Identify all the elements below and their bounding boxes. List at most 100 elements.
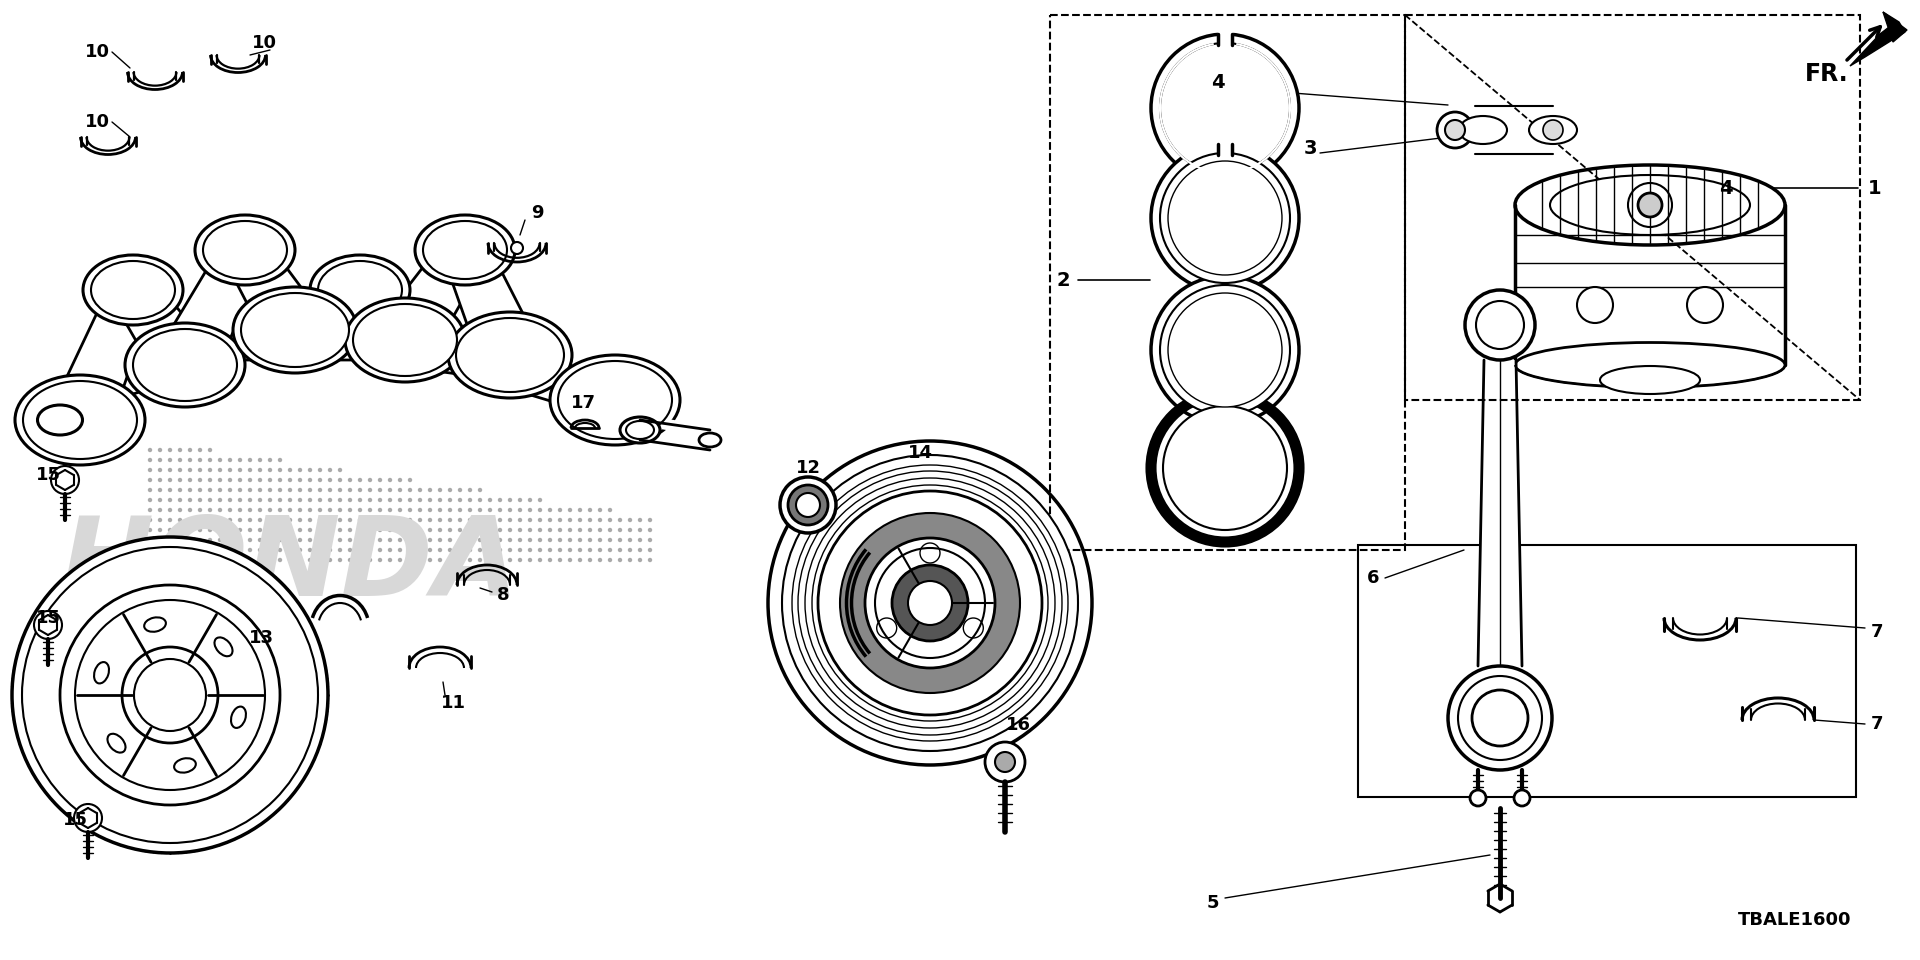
Text: 11: 11 bbox=[440, 694, 465, 712]
Circle shape bbox=[267, 508, 273, 513]
Circle shape bbox=[618, 538, 622, 542]
Circle shape bbox=[647, 558, 653, 563]
Circle shape bbox=[457, 538, 463, 542]
Circle shape bbox=[438, 548, 442, 552]
Circle shape bbox=[407, 498, 413, 502]
Circle shape bbox=[167, 538, 173, 542]
Text: 13: 13 bbox=[248, 629, 273, 647]
Circle shape bbox=[438, 538, 442, 542]
Circle shape bbox=[319, 558, 323, 563]
Circle shape bbox=[167, 488, 173, 492]
Circle shape bbox=[357, 528, 363, 532]
Text: 9: 9 bbox=[530, 204, 543, 222]
Circle shape bbox=[1167, 161, 1283, 275]
Circle shape bbox=[357, 498, 363, 502]
Circle shape bbox=[257, 508, 263, 513]
Circle shape bbox=[528, 538, 532, 542]
Circle shape bbox=[637, 538, 641, 542]
Circle shape bbox=[507, 508, 513, 513]
Circle shape bbox=[217, 478, 223, 482]
Circle shape bbox=[588, 538, 591, 542]
Polygon shape bbox=[157, 239, 265, 379]
Circle shape bbox=[207, 508, 213, 513]
Circle shape bbox=[348, 478, 351, 482]
Circle shape bbox=[248, 517, 252, 522]
Text: 10: 10 bbox=[84, 113, 109, 131]
Circle shape bbox=[637, 528, 641, 532]
Circle shape bbox=[257, 558, 263, 563]
Circle shape bbox=[518, 498, 522, 502]
Circle shape bbox=[457, 517, 463, 522]
Circle shape bbox=[198, 528, 202, 532]
Circle shape bbox=[457, 488, 463, 492]
Circle shape bbox=[618, 528, 622, 532]
Circle shape bbox=[267, 548, 273, 552]
Circle shape bbox=[547, 538, 553, 542]
Ellipse shape bbox=[15, 375, 146, 465]
Circle shape bbox=[278, 558, 282, 563]
Circle shape bbox=[52, 466, 79, 494]
Circle shape bbox=[637, 517, 641, 522]
Circle shape bbox=[198, 488, 202, 492]
Circle shape bbox=[428, 488, 432, 492]
Circle shape bbox=[188, 517, 192, 522]
Circle shape bbox=[518, 517, 522, 522]
Circle shape bbox=[1457, 676, 1542, 760]
Ellipse shape bbox=[230, 707, 246, 728]
Circle shape bbox=[148, 468, 152, 472]
Ellipse shape bbox=[1459, 116, 1507, 144]
Circle shape bbox=[538, 538, 541, 542]
Circle shape bbox=[1688, 287, 1722, 323]
Circle shape bbox=[597, 538, 603, 542]
Bar bbox=[1405, 15, 1860, 400]
Circle shape bbox=[478, 488, 482, 492]
Circle shape bbox=[378, 517, 382, 522]
Circle shape bbox=[388, 548, 392, 552]
Circle shape bbox=[248, 458, 252, 462]
Circle shape bbox=[447, 538, 453, 542]
Circle shape bbox=[207, 558, 213, 563]
Circle shape bbox=[1448, 666, 1551, 770]
Circle shape bbox=[378, 478, 382, 482]
Circle shape bbox=[1436, 112, 1473, 148]
Circle shape bbox=[307, 508, 313, 513]
Circle shape bbox=[167, 468, 173, 472]
Circle shape bbox=[257, 488, 263, 492]
Ellipse shape bbox=[94, 662, 109, 684]
Circle shape bbox=[288, 488, 292, 492]
Circle shape bbox=[148, 458, 152, 462]
Circle shape bbox=[647, 528, 653, 532]
Circle shape bbox=[609, 508, 612, 513]
Circle shape bbox=[338, 478, 342, 482]
Circle shape bbox=[198, 498, 202, 502]
Circle shape bbox=[198, 548, 202, 552]
Circle shape bbox=[157, 488, 161, 492]
Circle shape bbox=[298, 488, 301, 492]
Circle shape bbox=[357, 548, 363, 552]
Circle shape bbox=[478, 528, 482, 532]
Circle shape bbox=[438, 517, 442, 522]
Circle shape bbox=[75, 600, 265, 790]
Circle shape bbox=[397, 538, 401, 542]
Circle shape bbox=[768, 441, 1092, 765]
Circle shape bbox=[238, 558, 242, 563]
Circle shape bbox=[328, 508, 332, 513]
Circle shape bbox=[1544, 120, 1563, 140]
Circle shape bbox=[866, 538, 995, 668]
Circle shape bbox=[238, 478, 242, 482]
Circle shape bbox=[278, 508, 282, 513]
Circle shape bbox=[238, 508, 242, 513]
Circle shape bbox=[419, 498, 422, 502]
Circle shape bbox=[348, 488, 351, 492]
Ellipse shape bbox=[232, 287, 357, 373]
Circle shape bbox=[348, 517, 351, 522]
Circle shape bbox=[597, 548, 603, 552]
Circle shape bbox=[307, 528, 313, 532]
Circle shape bbox=[378, 508, 382, 513]
Circle shape bbox=[438, 528, 442, 532]
Circle shape bbox=[188, 458, 192, 462]
Text: HONDA: HONDA bbox=[61, 512, 520, 618]
Circle shape bbox=[328, 517, 332, 522]
Circle shape bbox=[188, 498, 192, 502]
Circle shape bbox=[369, 478, 372, 482]
